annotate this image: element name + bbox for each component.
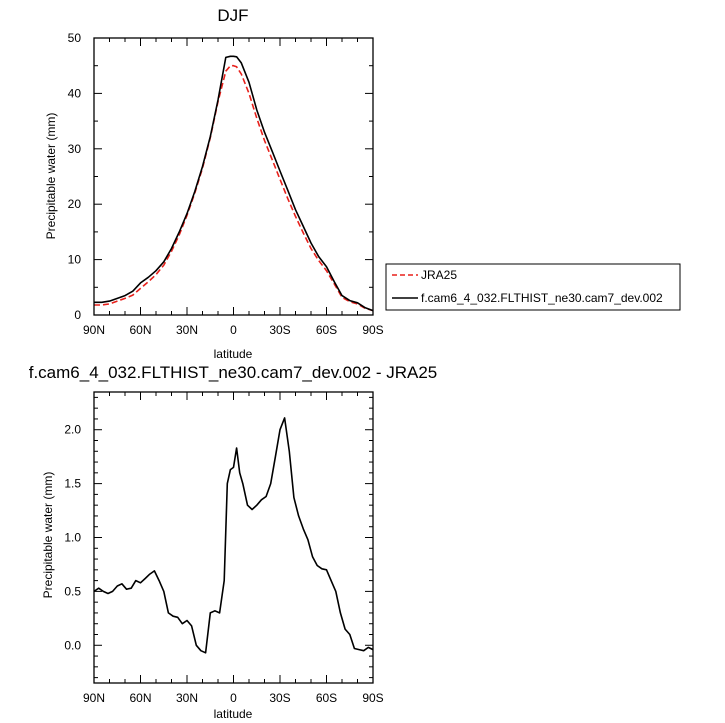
bottom-x-axis-label: latitude — [214, 707, 253, 721]
top-series-line-1 — [94, 64, 374, 312]
top-x-tick-label: 30S — [269, 323, 290, 337]
top-panel-precipitable-water: DJF 90N 60N 30N 0 30S 60S 90S 0 10 20 30 40 50 latit… — [44, 6, 384, 361]
top-y-tick-label: 50 — [68, 31, 82, 45]
bottom-x-tick-label: 90S — [362, 691, 383, 705]
top-x-tick-label: 90S — [362, 323, 383, 337]
top-x-tick-label: 30N — [176, 323, 198, 337]
bottom-x-tick-label: 30S — [269, 691, 290, 705]
bottom-x-tick-label: 30N — [176, 691, 198, 705]
top-y-tick-label: 0 — [74, 308, 81, 322]
bottom-tick-labels: 90N 60N 30N 0 30S 60S 90S 0.0 0.5 1.0 1.5 2.0 — [64, 423, 383, 705]
top-y-tick-label: 30 — [68, 142, 82, 156]
top-x-tick-label: 60N — [129, 323, 151, 337]
top-x-tick-label: 0 — [230, 323, 237, 337]
legend-label-cam6: f.cam6_4_032.FLTHIST_ne30.cam7_dev.002 — [421, 291, 663, 305]
top-y-axis-label: Precipitable water (mm) — [44, 113, 58, 240]
top-chart-title: DJF — [217, 6, 248, 25]
bottom-y-tick-label: 2.0 — [64, 423, 81, 437]
bottom-x-tick-label: 0 — [230, 691, 237, 705]
top-plot-frame — [93, 37, 374, 316]
bottom-tick-marks — [93, 392, 374, 683]
bottom-x-tick-label: 90N — [83, 691, 105, 705]
bottom-y-tick-label: 0.5 — [64, 584, 81, 598]
bottom-y-tick-label: 1.0 — [64, 531, 81, 545]
bottom-panel-difference: f.cam6_4_032.FLTHIST_ne30.cam7_dev.002 -… — [29, 363, 438, 721]
legend-box — [385, 263, 681, 311]
top-y-tick-label: 20 — [68, 197, 82, 211]
bottom-y-axis-label: Precipitable water (mm) — [41, 472, 55, 599]
top-tick-labels: 90N 60N 30N 0 30S 60S 90S 0 10 20 30 40 50 — [68, 31, 384, 337]
bottom-plot-frame — [93, 391, 374, 684]
top-data-lines — [94, 55, 374, 312]
top-x-axis-label: latitude — [214, 347, 253, 361]
bottom-chart-title: f.cam6_4_032.FLTHIST_ne30.cam7_dev.002 -… — [29, 363, 438, 382]
top-x-tick-label: 90N — [83, 323, 105, 337]
top-y-tick-label: 10 — [68, 253, 82, 267]
bottom-series-line-1 — [93, 417, 374, 654]
bottom-x-tick-label: 60S — [316, 691, 337, 705]
top-tick-marks — [93, 37, 374, 316]
bottom-y-tick-label: 0.0 — [64, 638, 81, 652]
top-x-tick-label: 60S — [316, 323, 337, 337]
top-y-tick-label: 40 — [68, 86, 82, 100]
legend: JRA25 f.cam6_4_032.FLTHIST_ne30.cam7_dev… — [385, 263, 681, 311]
bottom-y-tick-label: 1.5 — [64, 477, 81, 491]
bottom-x-tick-label: 60N — [129, 691, 151, 705]
top-series-line-2 — [94, 55, 374, 312]
legend-label-jra25: JRA25 — [421, 268, 457, 282]
bottom-data-lines — [93, 417, 374, 654]
